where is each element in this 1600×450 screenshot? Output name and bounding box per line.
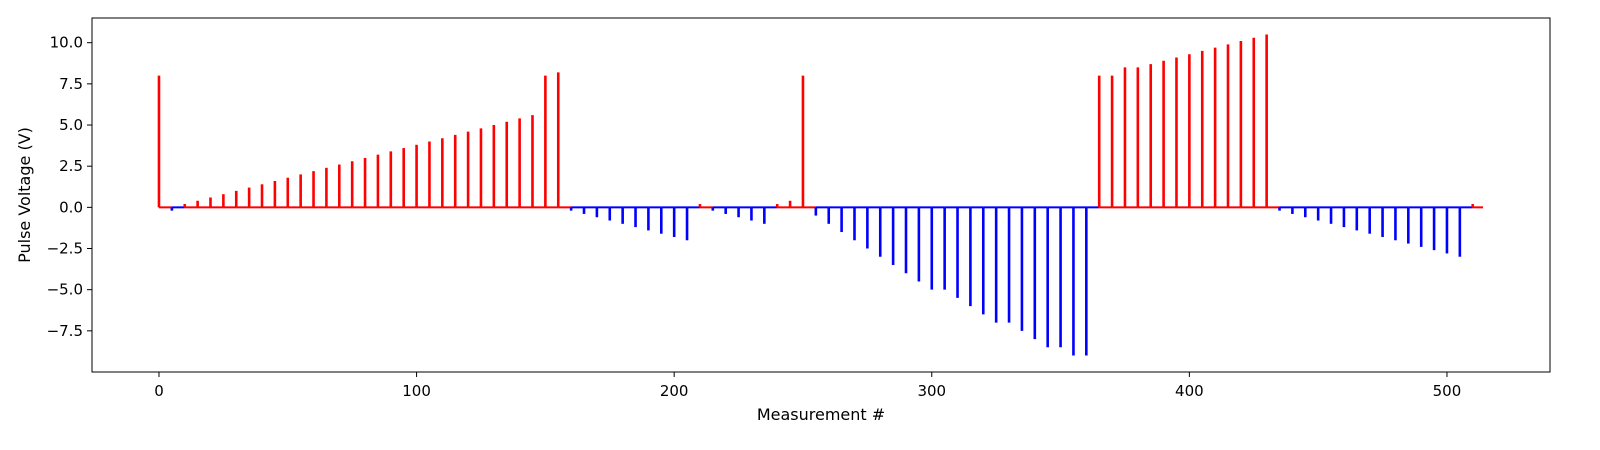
x-axis-label: Measurement # (757, 405, 885, 424)
x-tick-label: 100 (402, 382, 431, 400)
x-tick-label: 200 (660, 382, 689, 400)
x-tick-label: 400 (1175, 382, 1204, 400)
y-tick-label: 7.5 (59, 75, 83, 93)
x-tick-label: 300 (917, 382, 946, 400)
bars-group (157, 34, 1484, 356)
plot-frame (91, 17, 1551, 373)
y-tick-label: 10.0 (50, 34, 83, 52)
x-tick-label: 500 (1433, 382, 1462, 400)
y-tick-label: −7.5 (47, 322, 83, 340)
y-tick-label: −5.0 (47, 281, 83, 299)
y-tick-label: −2.5 (47, 240, 83, 258)
y-axis-label: Pulse Voltage (V) (15, 127, 34, 263)
y-tick-label: 0.0 (59, 198, 83, 216)
x-tick-label: 0 (154, 382, 164, 400)
y-tick-label: 5.0 (59, 116, 83, 134)
y-tick-label: 2.5 (59, 157, 83, 175)
ticks-group: 0 100 200 300 400 500 −7.5 −5.0 −2.5 0.0 2.5 5.0 7.5… (47, 34, 1462, 400)
